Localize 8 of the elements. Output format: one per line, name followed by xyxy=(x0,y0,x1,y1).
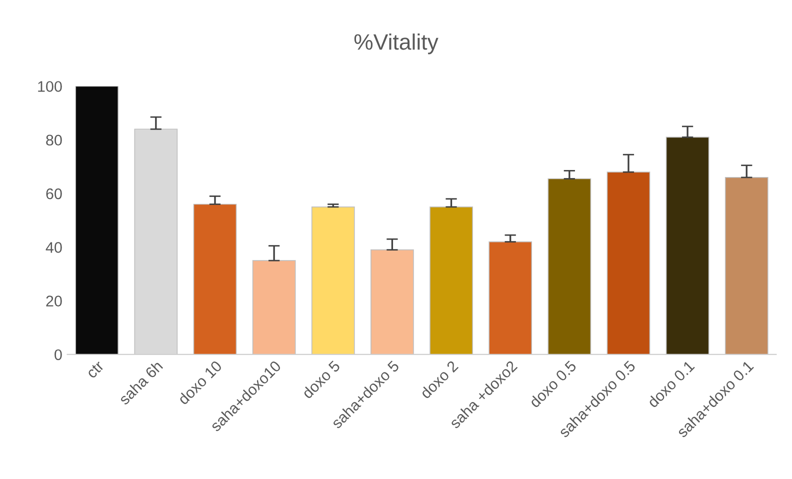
x-tick-label: ctr xyxy=(86,360,105,379)
chart-title: %Vitality xyxy=(354,34,438,54)
y-tick-label: 20 xyxy=(46,296,62,306)
y-tick-label: 100 xyxy=(38,81,62,92)
y-tick-label: 40 xyxy=(46,242,62,253)
y-tick-label: 0 xyxy=(54,349,62,360)
y-tick-label: 80 xyxy=(46,134,62,146)
y-tick-label: 60 xyxy=(46,188,62,200)
